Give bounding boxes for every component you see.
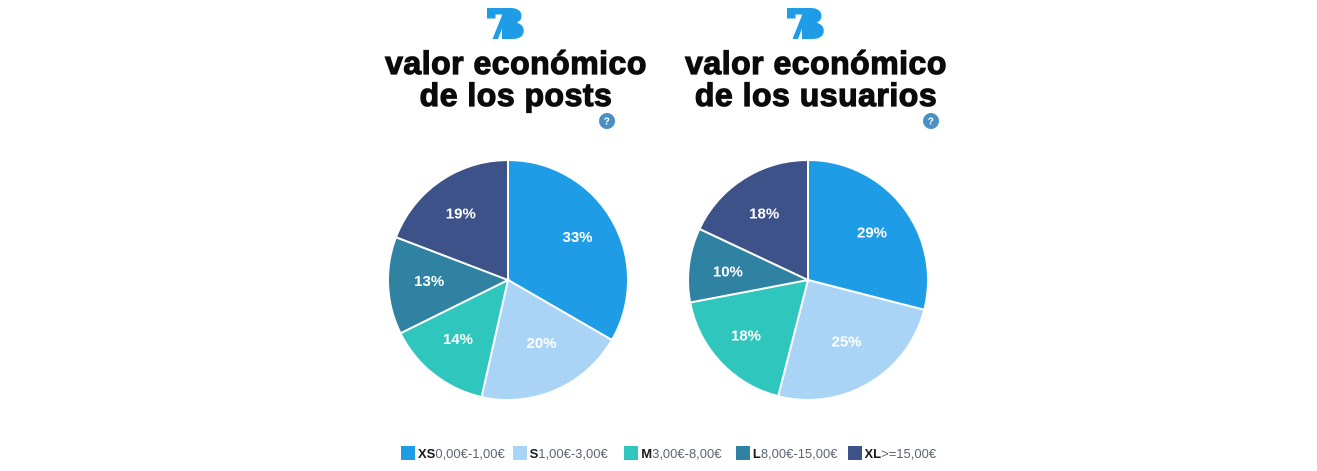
svg-text:10%: 10% [713, 263, 743, 280]
svg-text:?: ? [927, 117, 934, 128]
svg-text:18%: 18% [749, 205, 779, 222]
svg-text:13%: 13% [414, 273, 444, 290]
svg-text:33%: 33% [562, 229, 592, 246]
svg-text:29%: 29% [857, 224, 887, 241]
svg-text:25%: 25% [831, 333, 861, 350]
svg-text:19%: 19% [446, 205, 476, 222]
svg-text:14%: 14% [443, 331, 473, 348]
svg-text:?: ? [603, 117, 610, 128]
svg-text:18%: 18% [731, 328, 761, 345]
svg-text:20%: 20% [526, 335, 556, 352]
